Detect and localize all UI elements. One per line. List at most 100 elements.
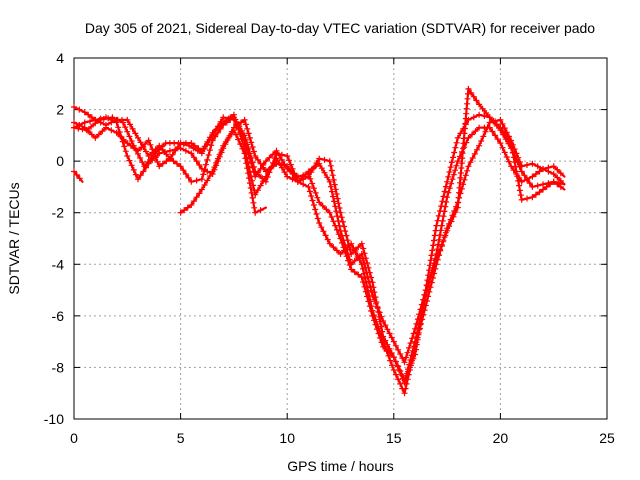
data-point-marker	[540, 181, 546, 188]
data-point-marker	[390, 338, 397, 345]
data-point-marker	[461, 176, 468, 183]
data-point-marker	[71, 168, 77, 175]
data-point-marker	[182, 140, 189, 147]
series-trace-5	[71, 85, 566, 366]
data-point-marker	[309, 180, 316, 187]
data-point-marker	[211, 164, 218, 171]
data-point-marker	[305, 173, 312, 180]
data-point-marker	[429, 247, 436, 254]
data-point-marker	[355, 254, 362, 261]
data-point-marker	[88, 123, 95, 130]
data-point-marker	[145, 160, 152, 167]
data-point-marker	[469, 155, 476, 161]
data-point-marker	[380, 318, 387, 324]
data-point-marker	[204, 156, 211, 163]
data-point-marker	[233, 131, 239, 138]
data-point-marker	[451, 149, 458, 156]
data-point-marker	[367, 298, 374, 305]
data-point-marker	[364, 273, 371, 280]
data-point-marker	[332, 186, 339, 193]
data-point-marker	[198, 186, 205, 193]
data-point-marker	[557, 170, 564, 177]
data-point-marker	[244, 165, 251, 172]
data-point-marker	[124, 140, 131, 147]
data-point-marker	[188, 140, 195, 147]
data-point-marker	[286, 157, 292, 164]
data-point-marker	[113, 119, 120, 126]
data-point-marker	[437, 246, 443, 253]
data-point-marker	[235, 136, 242, 143]
data-point-marker	[196, 162, 203, 168]
data-point-marker	[257, 182, 264, 189]
data-point-marker	[334, 195, 341, 202]
data-point-marker	[437, 208, 443, 214]
data-point-marker	[363, 269, 370, 276]
data-point-marker	[534, 182, 541, 189]
data-point-marker	[499, 144, 506, 151]
data-point-marker	[384, 326, 391, 333]
data-point-marker	[404, 349, 411, 356]
data-point-marker	[338, 214, 345, 221]
data-point-marker	[259, 175, 266, 182]
data-point-marker	[122, 124, 129, 131]
data-point-marker	[444, 194, 451, 201]
data-point-marker	[452, 144, 459, 151]
data-point-marker	[92, 116, 99, 123]
data-point-marker	[202, 161, 209, 168]
data-point-marker	[137, 155, 144, 161]
data-point-marker	[378, 323, 385, 330]
data-point-marker	[480, 133, 487, 140]
data-point-marker	[152, 146, 159, 153]
data-point-marker	[281, 169, 288, 176]
data-point-marker	[143, 148, 149, 155]
data-point-marker	[554, 174, 561, 181]
data-point-marker	[430, 265, 437, 271]
data-point-marker	[326, 209, 333, 216]
data-point-marker	[177, 140, 184, 147]
data-point-marker	[329, 188, 335, 195]
data-point-marker	[392, 371, 399, 378]
data-point-marker	[351, 247, 358, 254]
data-point-marker	[214, 129, 221, 136]
data-point-marker	[252, 209, 259, 216]
data-point-marker	[372, 316, 379, 323]
data-point-marker	[509, 149, 516, 156]
data-point-marker	[97, 115, 104, 122]
data-point-marker	[368, 303, 375, 310]
x-tick-label: 5	[177, 430, 185, 446]
data-point-marker	[448, 218, 455, 225]
data-point-marker	[326, 158, 333, 165]
data-point-marker	[550, 171, 557, 177]
data-point-marker	[209, 168, 216, 175]
data-point-marker	[198, 147, 205, 154]
data-point-marker	[190, 154, 197, 161]
data-point-marker	[140, 168, 147, 175]
data-point-marker	[348, 266, 355, 273]
data-point-marker	[278, 156, 285, 163]
data-point-marker	[395, 376, 402, 383]
data-point-marker	[306, 188, 313, 195]
data-point-marker	[447, 164, 454, 171]
data-point-marker	[143, 164, 149, 171]
data-point-marker	[273, 160, 280, 167]
data-point-marker	[369, 279, 376, 286]
data-point-marker	[517, 192, 524, 199]
data-point-marker	[169, 151, 176, 158]
data-point-marker	[195, 145, 202, 152]
data-point-marker	[421, 291, 428, 298]
data-point-marker	[365, 289, 372, 296]
data-point-marker	[380, 333, 387, 340]
data-point-marker	[390, 367, 397, 373]
data-point-marker	[95, 131, 102, 138]
data-point-marker	[241, 150, 248, 157]
data-point-marker	[327, 183, 334, 190]
data-point-marker	[188, 202, 195, 208]
series-trace-1	[71, 168, 84, 183]
data-point-marker	[441, 188, 448, 195]
data-point-marker	[174, 160, 180, 167]
data-point-marker	[204, 168, 211, 175]
data-point-marker	[508, 144, 515, 151]
data-point-marker	[529, 183, 536, 190]
data-point-marker	[188, 150, 195, 157]
data-point-marker	[470, 114, 477, 121]
